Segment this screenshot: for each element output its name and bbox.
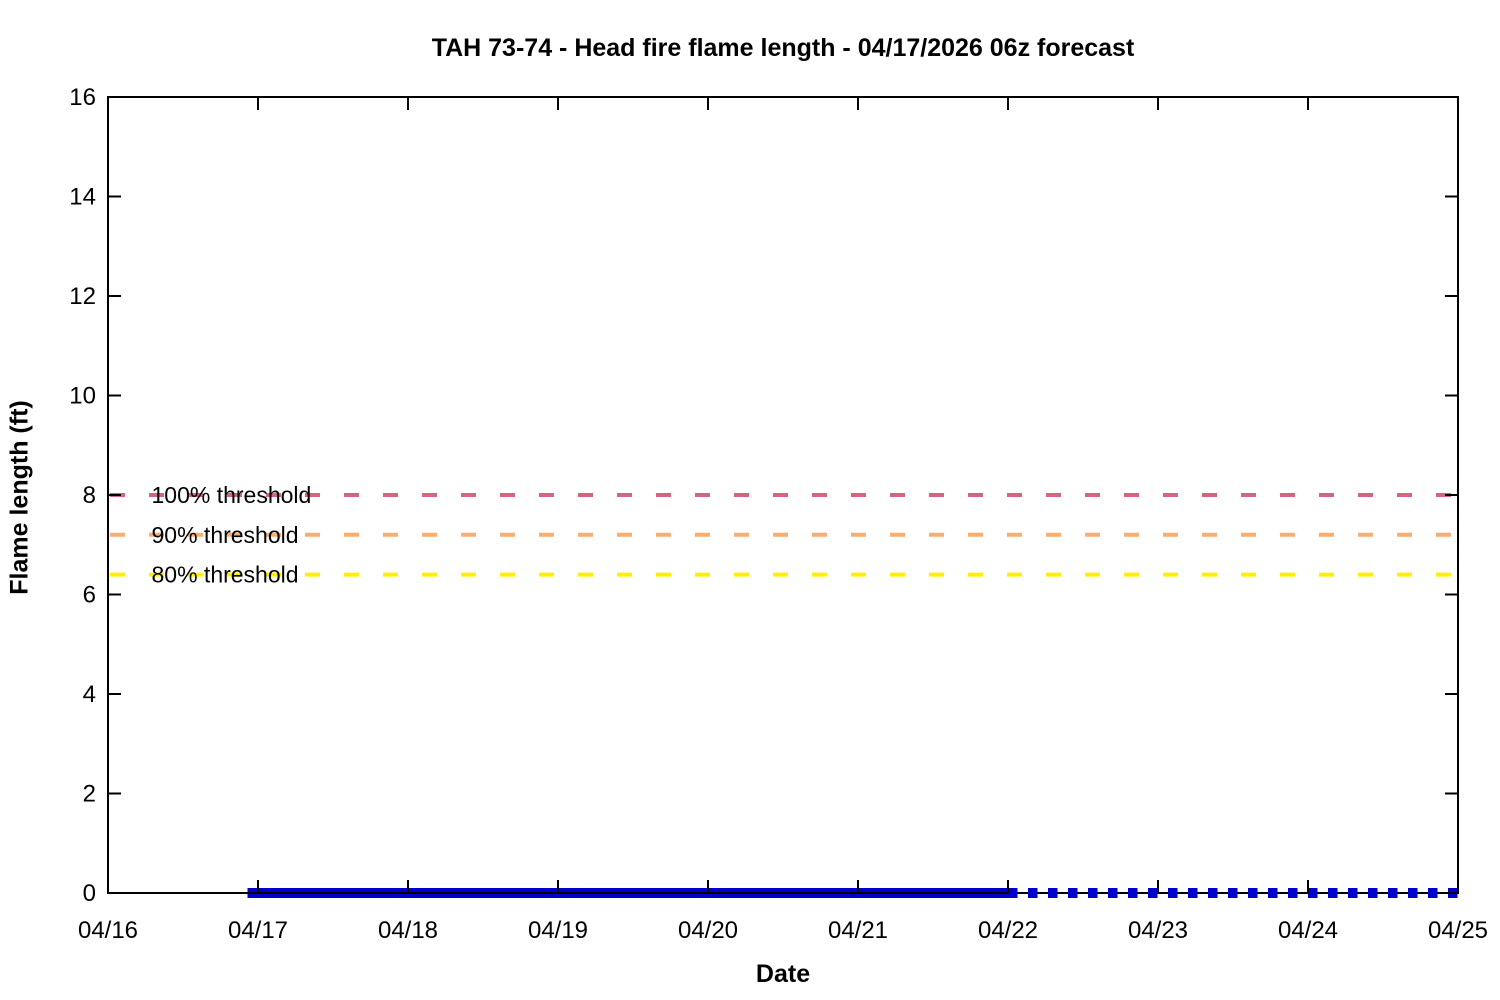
y-tick-label: 16 (69, 84, 96, 111)
y-tick-label: 0 (83, 880, 96, 907)
x-tick-label: 04/17 (228, 917, 288, 944)
x-tick-label: 04/16 (78, 917, 138, 944)
chart-title: TAH 73-74 - Head fire flame length - 04/… (431, 34, 1135, 62)
y-tick-label: 10 (69, 383, 96, 410)
x-tick-label: 04/21 (828, 917, 888, 944)
y-tick-label: 4 (83, 681, 96, 708)
x-tick-label: 04/18 (378, 917, 438, 944)
y-tick-label: 2 (83, 781, 96, 808)
y-tick-label: 6 (83, 582, 96, 609)
x-tick-label: 04/23 (1128, 917, 1188, 944)
x-tick-label: 04/20 (678, 917, 738, 944)
x-tick-label: 04/24 (1278, 917, 1338, 944)
threshold-label-80: 80% threshold (152, 562, 299, 588)
x-tick-label: 04/25 (1428, 917, 1488, 944)
x-axis-title: Date (755, 960, 811, 988)
y-axis-title: Flame length (ft) (5, 400, 34, 595)
x-tick-label: 04/22 (978, 917, 1038, 944)
threshold-label-100: 100% threshold (152, 482, 312, 508)
y-tick-label: 8 (83, 482, 96, 509)
threshold-label-90: 90% threshold (152, 522, 299, 548)
y-tick-label: 12 (69, 283, 96, 310)
x-tick-label: 04/19 (528, 917, 588, 944)
y-tick-label: 14 (69, 184, 96, 211)
